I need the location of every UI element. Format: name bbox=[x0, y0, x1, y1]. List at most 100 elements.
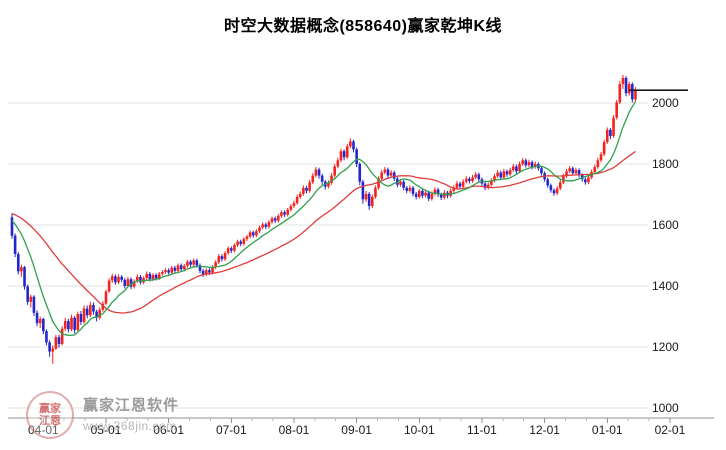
candle-body bbox=[477, 174, 481, 180]
candle-body bbox=[493, 176, 496, 181]
candle-body bbox=[258, 227, 261, 232]
candle-body bbox=[211, 267, 214, 273]
y-axis-label: 1600 bbox=[652, 218, 679, 232]
candle-body bbox=[245, 236, 249, 240]
candle-body bbox=[574, 170, 578, 174]
candle-body bbox=[167, 270, 170, 273]
candle-body bbox=[374, 187, 377, 197]
candle-body bbox=[621, 77, 625, 85]
candle-body bbox=[255, 231, 258, 236]
candle-body bbox=[327, 182, 330, 187]
x-axis-label: 11-01 bbox=[467, 423, 497, 437]
candle-body bbox=[23, 267, 26, 287]
candle-body bbox=[92, 304, 95, 312]
candle-body bbox=[176, 265, 180, 271]
x-axis-label: 10-01 bbox=[404, 423, 435, 437]
candle-body bbox=[615, 102, 618, 118]
candle-body bbox=[104, 291, 108, 304]
candle-body bbox=[220, 256, 224, 260]
candle-body bbox=[183, 265, 186, 270]
candle-body bbox=[524, 160, 528, 166]
y-axis-label: 2000 bbox=[652, 96, 679, 110]
candle-body bbox=[355, 149, 358, 164]
candle-body bbox=[577, 170, 581, 175]
candle-body bbox=[383, 169, 387, 173]
ma-fast-line bbox=[11, 101, 637, 336]
candle-body bbox=[129, 279, 133, 287]
candle-body bbox=[511, 166, 515, 171]
candle-body bbox=[314, 169, 318, 176]
candle-body bbox=[452, 187, 456, 191]
candle-body bbox=[126, 279, 130, 286]
candle-body bbox=[602, 142, 606, 155]
candle-body bbox=[308, 182, 311, 191]
candle-body bbox=[527, 162, 531, 166]
candle-body bbox=[486, 184, 490, 188]
candle-body bbox=[421, 190, 424, 196]
candle-body bbox=[515, 166, 518, 172]
candle-body bbox=[54, 337, 58, 349]
candle-body bbox=[248, 232, 252, 237]
candle-body bbox=[48, 342, 51, 352]
candle-body bbox=[352, 141, 355, 150]
y-axis-label: 1400 bbox=[652, 279, 679, 293]
candle-body bbox=[223, 253, 227, 260]
candle-body bbox=[333, 166, 336, 176]
candle-body bbox=[164, 270, 167, 272]
candle-body bbox=[490, 180, 493, 185]
candle-body bbox=[508, 170, 512, 175]
candle-body bbox=[204, 270, 208, 275]
candle-body bbox=[430, 193, 434, 199]
candle-body bbox=[154, 275, 158, 279]
candle-body bbox=[443, 192, 446, 198]
candle-body bbox=[239, 241, 243, 244]
candle-body bbox=[596, 160, 600, 168]
candle-body bbox=[198, 265, 202, 271]
y-axis-label: 1200 bbox=[652, 340, 679, 354]
candle-body bbox=[439, 194, 443, 198]
candle-body bbox=[521, 160, 524, 164]
candle-body bbox=[311, 175, 315, 183]
candle-body bbox=[170, 267, 174, 273]
candle-body bbox=[320, 175, 324, 182]
candle-body bbox=[32, 296, 36, 313]
candle-body bbox=[139, 276, 142, 283]
candle-body bbox=[233, 245, 236, 251]
candle-body bbox=[107, 280, 111, 292]
candle-body bbox=[142, 278, 145, 283]
candle-body bbox=[386, 169, 390, 176]
candle-body bbox=[136, 276, 139, 282]
candle-body bbox=[60, 328, 64, 344]
candle-body bbox=[433, 189, 437, 194]
candle-body bbox=[358, 164, 362, 182]
candle-body bbox=[624, 77, 628, 94]
candle-body bbox=[555, 188, 559, 194]
candle-body bbox=[157, 273, 161, 279]
x-axis-label: 04-01 bbox=[28, 423, 59, 437]
candle-body bbox=[161, 271, 164, 274]
candle-body bbox=[67, 321, 70, 330]
candle-body bbox=[367, 193, 371, 207]
candle-body bbox=[117, 276, 120, 283]
candle-body bbox=[292, 203, 296, 207]
candle-body bbox=[339, 151, 343, 161]
candle-body bbox=[29, 296, 33, 302]
candle-body bbox=[609, 129, 612, 136]
candle-body bbox=[189, 261, 192, 265]
candle-body bbox=[483, 183, 487, 188]
candle-body bbox=[377, 178, 380, 188]
candle-body bbox=[411, 187, 415, 194]
candle-body bbox=[599, 154, 603, 161]
candle-body bbox=[20, 267, 23, 272]
candle-body bbox=[236, 241, 239, 246]
candle-body bbox=[35, 312, 39, 324]
candle-body bbox=[101, 303, 105, 310]
candle-body bbox=[612, 117, 615, 136]
candle-body bbox=[217, 256, 221, 263]
candle-body bbox=[267, 221, 271, 227]
candle-body bbox=[565, 171, 568, 177]
candle-body bbox=[273, 218, 277, 221]
candle-body bbox=[26, 286, 29, 302]
